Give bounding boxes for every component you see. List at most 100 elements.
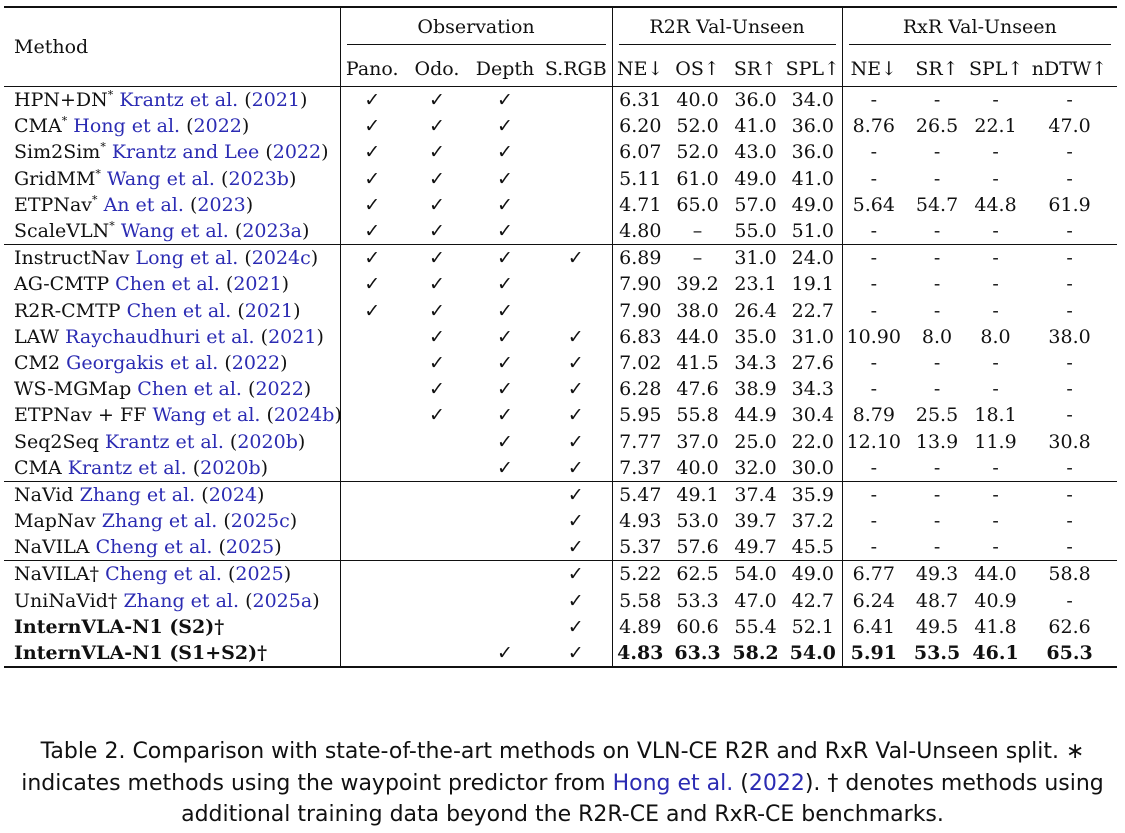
check-odo bbox=[404, 428, 470, 454]
r2r-os-value: 60.6 bbox=[676, 615, 719, 638]
r2r-ne-value: 4.71 bbox=[611, 191, 669, 218]
rxr-sr-value: - bbox=[933, 220, 941, 243]
check-odo bbox=[404, 508, 470, 534]
method-citation[interactable]: Cheng et al. bbox=[95, 536, 213, 559]
method-citation-year[interactable]: 2025 bbox=[225, 536, 275, 559]
r2r-sr-value: 55.0 bbox=[734, 220, 777, 243]
method-citation-year[interactable]: 2021 bbox=[233, 273, 282, 296]
method-citation-year[interactable]: 2021 bbox=[268, 325, 317, 348]
rxr-sr-value: 49.5 bbox=[915, 615, 959, 638]
table-row: Sim2Sim* Krantz and Lee (2022) ✓ ✓ ✓ 6.07 52.… bbox=[4, 139, 1117, 166]
method-citation-year[interactable]: 2022 bbox=[255, 378, 304, 401]
method-citation-year[interactable]: 2022 bbox=[272, 141, 322, 164]
check-pano: ✓ bbox=[339, 244, 404, 272]
rxr-ndtw-value: - bbox=[1066, 378, 1073, 401]
check-pano bbox=[339, 534, 404, 561]
rxr-sr-value: 54.7 bbox=[915, 193, 959, 216]
check-odo bbox=[404, 560, 470, 588]
method-citation[interactable]: Krantz et al. bbox=[119, 89, 239, 112]
waypoint-predictor-mark: * bbox=[107, 88, 114, 102]
method-citation[interactable]: Wang et al. bbox=[152, 404, 261, 427]
citation-paren-close: ) bbox=[300, 89, 308, 112]
r2r-ne-value: 7.77 bbox=[611, 428, 669, 455]
r2r-spl-value: 31.0 bbox=[791, 325, 834, 348]
header-rxr-group: RxR Val-Unseen bbox=[841, 7, 1118, 52]
citation-paren-close: ) bbox=[257, 483, 265, 506]
citation-paren-open: ( bbox=[223, 510, 231, 533]
caption-citation-year[interactable]: 2022 bbox=[748, 770, 805, 796]
method-citation[interactable]: Long et al. bbox=[135, 247, 239, 270]
check-depth: ✓ bbox=[497, 220, 513, 243]
method-citation-year[interactable]: 2021 bbox=[251, 89, 301, 112]
check-pano bbox=[339, 480, 404, 508]
method-citation-year[interactable]: 2023 bbox=[197, 193, 246, 216]
method-citation[interactable]: Chen et al. bbox=[137, 378, 242, 401]
rxr-spl-value: - bbox=[969, 244, 1023, 272]
method-citation[interactable]: Krantz and Lee bbox=[111, 141, 260, 164]
rxr-spl-value: 8.0 bbox=[980, 325, 1011, 348]
citation-paren-close: ) bbox=[280, 351, 288, 374]
r2r-os-value: 49.1 bbox=[668, 480, 728, 508]
method-citation[interactable]: Wang et al. bbox=[106, 167, 215, 190]
table-row: AG-CMTP Chen et al. (2021) ✓ ✓ ✓ 7.90 39.2 23.… bbox=[4, 271, 1117, 298]
citation-paren-open: ( bbox=[248, 378, 256, 401]
check-odo bbox=[404, 614, 470, 640]
method-citation-year[interactable]: 2020b bbox=[237, 430, 298, 453]
method-citation[interactable]: Cheng et al. bbox=[105, 563, 222, 586]
r2r-ne-value: 5.37 bbox=[611, 534, 669, 561]
check-pano: ✓ bbox=[339, 86, 404, 114]
method-citation[interactable]: Zhang et al. bbox=[79, 483, 196, 506]
citation-paren-close: ) bbox=[302, 220, 310, 243]
citation-paren-open: ( bbox=[234, 220, 243, 243]
rxr-spl-value: 40.9 bbox=[974, 589, 1017, 612]
method-citation-year[interactable]: 2022 bbox=[193, 115, 242, 138]
method-citation-year[interactable]: 2021 bbox=[244, 299, 294, 322]
table-row: InstructNav Long et al. (2024c) ✓ ✓ ✓ ✓ 6.89–… bbox=[4, 244, 1118, 272]
method-citation-year[interactable]: 2020b bbox=[200, 456, 261, 479]
method-citation-year[interactable]: 2025c bbox=[230, 510, 290, 533]
method-cell: Sim2Sim* Krantz and Lee (2022) bbox=[4, 139, 340, 165]
method-citation-year[interactable]: 2023b bbox=[228, 167, 289, 190]
check-odo: ✓ bbox=[429, 167, 445, 190]
table-row: ETPNav + FF Wang et al. (2024b) ✓ ✓ ✓ 5.95 55… bbox=[4, 402, 1117, 429]
rxr-spl-value: - bbox=[992, 299, 999, 322]
method-citation[interactable]: Raychaudhuri et al. bbox=[65, 325, 255, 348]
method-citation-year[interactable]: 2025a bbox=[252, 589, 313, 612]
method-cell: CMA* Hong et al. (2022) bbox=[4, 113, 340, 139]
method-citation[interactable]: Hong et al. bbox=[73, 115, 181, 138]
method-citation[interactable]: Krantz et al. bbox=[67, 456, 187, 479]
rxr-ndtw-value: - bbox=[1066, 456, 1073, 479]
method-citation[interactable]: Wang et al. bbox=[120, 220, 229, 243]
rxr-spl-value: - bbox=[992, 536, 999, 559]
col-header-r2r-os: OS↑ bbox=[675, 58, 720, 80]
method-citation[interactable]: An et al. bbox=[103, 193, 184, 216]
method-name: ETPNav bbox=[14, 193, 93, 216]
method-citation[interactable]: Chen et al. bbox=[126, 299, 232, 322]
rxr-sr-value: - bbox=[933, 299, 941, 322]
method-citation[interactable]: Zhang et al. bbox=[101, 510, 218, 533]
caption-text-1: Comparison with state-of-the-art methods… bbox=[21, 739, 1085, 796]
rxr-ndtw-value: - bbox=[1066, 351, 1073, 374]
method-citation-year[interactable]: 2024 bbox=[208, 483, 258, 506]
citation-paren-close: ) bbox=[281, 273, 290, 296]
method-name: MapNav bbox=[14, 510, 96, 533]
rxr-spl-value: - bbox=[992, 220, 999, 243]
r2r-os-value: 38.0 bbox=[676, 299, 719, 322]
r2r-sr-value: 43.0 bbox=[734, 141, 777, 164]
method-citation-year[interactable]: 2022 bbox=[231, 351, 281, 374]
method-citation-year[interactable]: 2025 bbox=[235, 563, 284, 586]
method-citation[interactable]: Georgakis et al. bbox=[66, 351, 219, 374]
rxr-ndtw-value: 65.3 bbox=[1046, 642, 1093, 665]
check-pano bbox=[339, 613, 404, 640]
check-depth: ✓ bbox=[470, 244, 540, 272]
r2r-os-value: 39.2 bbox=[676, 273, 719, 296]
caption-citation[interactable]: Hong et al. bbox=[612, 770, 734, 796]
method-citation[interactable]: Krantz et al. bbox=[104, 430, 224, 453]
method-citation[interactable]: Chen et al. bbox=[115, 273, 220, 296]
method-citation-year[interactable]: 2023a bbox=[242, 220, 302, 243]
rxr-sr-value: 13.9 bbox=[915, 430, 959, 453]
r2r-os-value: 53.3 bbox=[676, 589, 719, 612]
method-citation-year[interactable]: 2024b bbox=[273, 404, 335, 427]
method-citation[interactable]: Zhang et al. bbox=[123, 589, 240, 612]
method-citation-year[interactable]: 2024c bbox=[251, 247, 311, 270]
